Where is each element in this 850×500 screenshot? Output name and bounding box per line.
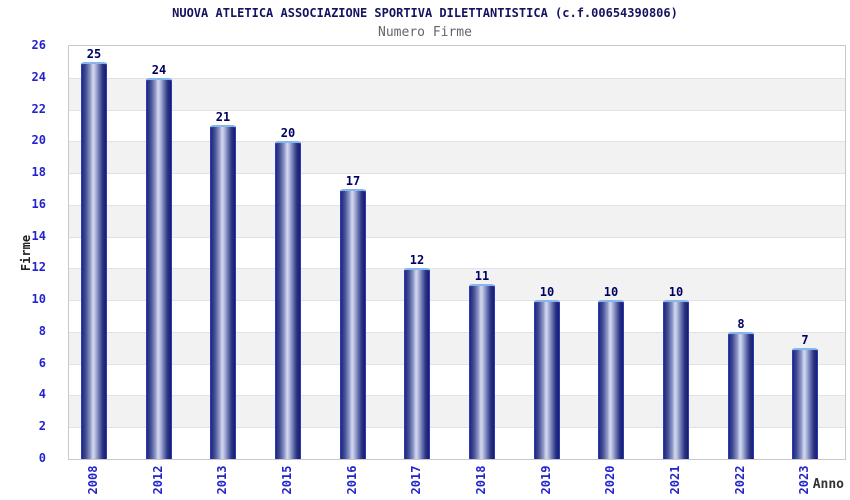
- bar-value-label: 25: [86, 47, 102, 61]
- chart-subtitle: Numero Firme: [378, 25, 472, 40]
- bar-2022: [728, 332, 754, 459]
- y-tick-label: 6: [38, 356, 46, 370]
- plot-band: [69, 236, 845, 269]
- x-axis-label: Anno: [812, 477, 844, 492]
- bar-value-label: 12: [409, 253, 425, 267]
- x-tick-label: 2022: [733, 465, 747, 495]
- bar-value-label: 11: [474, 269, 490, 283]
- x-tick-label: 2012: [151, 465, 165, 495]
- plot-band: [69, 109, 845, 142]
- y-tick-label: 24: [31, 70, 46, 84]
- bar-value-label: 8: [737, 317, 745, 331]
- y-tick-label: 8: [38, 324, 46, 338]
- y-tick-label: 20: [31, 133, 46, 147]
- plot-band: [69, 395, 845, 428]
- plot-band: [69, 268, 845, 301]
- plot-band: [69, 173, 845, 205]
- x-tick-label: 2015: [280, 465, 294, 495]
- plot-band: [69, 427, 845, 459]
- y-tick-label: 2: [38, 419, 46, 433]
- bar-2016: [340, 189, 366, 459]
- bar-2023: [792, 348, 818, 459]
- bar-value-label: 21: [215, 110, 231, 124]
- bar-2012: [146, 78, 172, 459]
- x-tick-label: 2008: [86, 465, 100, 495]
- y-tick-label: 14: [31, 229, 46, 243]
- y-tick-label: 10: [31, 292, 46, 306]
- x-tick-label: 2016: [345, 465, 359, 495]
- plot-band: [69, 331, 845, 364]
- x-tick-label: 2013: [215, 465, 229, 495]
- y-tick-label: 4: [38, 387, 46, 401]
- x-tick-label: 2021: [668, 465, 682, 495]
- bar-2018: [469, 284, 495, 459]
- bar-2013: [210, 125, 236, 459]
- x-tick-label: 2023: [797, 465, 811, 495]
- bar-value-label: 24: [151, 63, 167, 77]
- x-tick-label: 2020: [603, 465, 617, 495]
- x-tick-label: 2017: [409, 465, 423, 495]
- bar-value-label: 17: [345, 174, 361, 188]
- plot-band: [69, 363, 845, 396]
- plot-area: 25 24 21 20 17 12 11 10 10 10 8 7: [68, 45, 846, 460]
- bar-2015: [275, 141, 301, 459]
- y-tick-label: 26: [31, 38, 46, 52]
- plot-band: [69, 77, 845, 110]
- plot-band: [69, 141, 845, 174]
- bar-2017: [404, 268, 430, 459]
- bar-2020: [598, 300, 624, 459]
- plot-band: [69, 300, 845, 332]
- y-tick-label: 18: [31, 165, 46, 179]
- y-tick-label: 0: [38, 451, 46, 465]
- bar-2021: [663, 300, 689, 459]
- bar-value-label: 10: [539, 285, 555, 299]
- x-tick-label: 2019: [539, 465, 553, 495]
- chart-title: NUOVA ATLETICA ASSOCIAZIONE SPORTIVA DIL…: [172, 6, 678, 20]
- bar-value-label: 20: [280, 126, 296, 140]
- plot-band: [69, 46, 845, 78]
- bar-value-label: 10: [603, 285, 619, 299]
- x-tick-label: 2018: [474, 465, 488, 495]
- y-tick-label: 12: [31, 260, 46, 274]
- plot-band: [69, 204, 845, 237]
- bar-value-label: 7: [801, 333, 809, 347]
- y-tick-label: 16: [31, 197, 46, 211]
- y-tick-label: 22: [31, 102, 46, 116]
- bar-2008: [81, 62, 107, 459]
- bar-value-label: 10: [668, 285, 684, 299]
- bar-2019: [534, 300, 560, 459]
